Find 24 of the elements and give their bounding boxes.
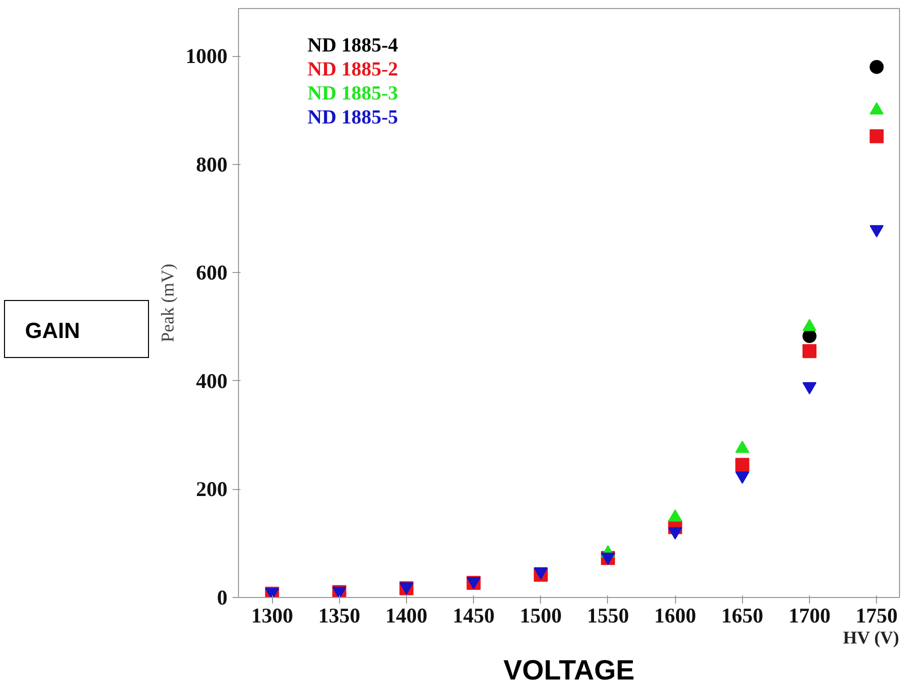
text: ND 1885-5 (308, 106, 398, 128)
x-axis-title: HV (V) (843, 628, 900, 648)
text: ND 1885-4 (308, 34, 398, 56)
text: ND 1885-2 (308, 58, 398, 80)
x-tick-label: 1650 (721, 604, 764, 628)
x-tick-label: 1450 (452, 604, 495, 628)
y-tick-label: 400 (196, 368, 228, 393)
x-tick-label: 1400 (385, 604, 428, 628)
x-tick-label: 1300 (251, 604, 294, 628)
y-tick-label: 200 (196, 477, 228, 502)
text: VOLTAGE (503, 654, 635, 686)
text: ND 1885-3 (308, 82, 398, 104)
x-tick-label: 1500 (520, 604, 562, 628)
text: GAIN (25, 317, 80, 345)
x-tick-label: 1550 (586, 604, 629, 628)
x-tick-label: 1700 (788, 604, 830, 628)
x-tick-label: 1750 (856, 604, 898, 628)
y-tick-label: 600 (196, 260, 228, 285)
y-axis-title: Peak (mV) (158, 264, 178, 342)
x-tick-label: 1350 (318, 604, 360, 628)
y-tick-label: 0 (217, 586, 228, 610)
y-tick-label: 1000 (186, 44, 228, 68)
x-tick-label: 1600 (654, 604, 696, 628)
y-tick-label: 800 (196, 152, 228, 176)
